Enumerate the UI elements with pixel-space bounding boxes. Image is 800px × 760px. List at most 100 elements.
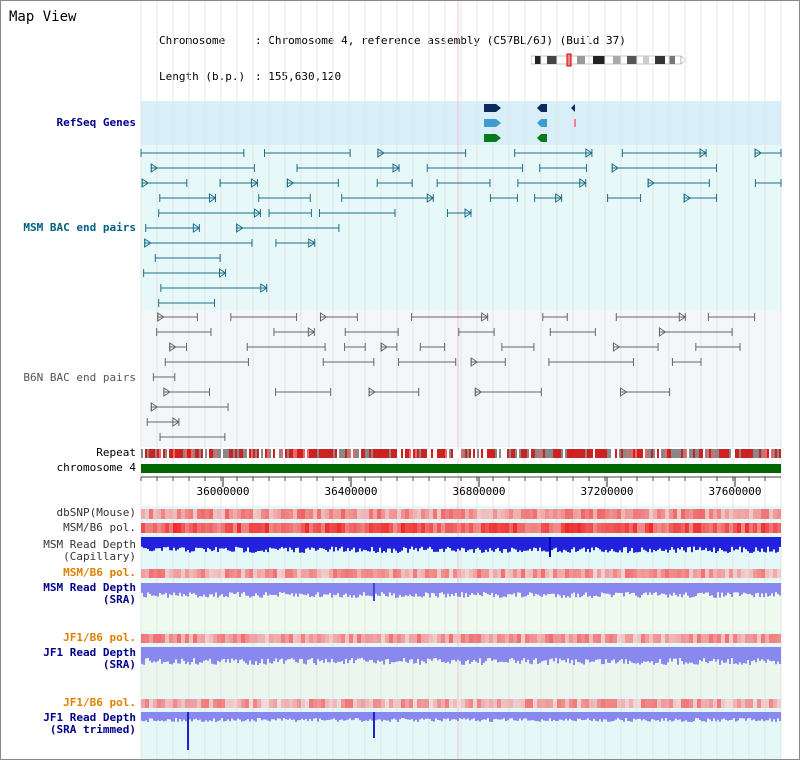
refseq-gene	[541, 134, 547, 142]
jf1-b6-pol-cell	[433, 634, 437, 643]
msm-b6-pol-cell	[465, 523, 469, 533]
msm-b6-pol-sra-cell	[753, 569, 757, 578]
jf1-sra-depth-bar	[329, 647, 331, 663]
msm-cap-depth-bar	[383, 537, 385, 552]
msm-b6-pol-sra-cell	[297, 569, 301, 578]
msm-sra-depth-bar	[709, 583, 711, 596]
jf1-sra-depth-bar	[457, 647, 459, 660]
jf1-trim-depth-bar	[653, 712, 655, 720]
jf1-trim-depth-bar	[497, 712, 499, 720]
msm-sra-depth-bar	[343, 583, 345, 595]
jf1-sra-depth-bar	[333, 647, 335, 663]
repeat-cell	[277, 449, 279, 458]
dbsnp-cell	[485, 509, 489, 519]
jf1-b6-pol-2-cell	[401, 699, 405, 708]
msm-cap-depth-bar	[695, 537, 697, 551]
jf1-trim-depth-bar	[587, 712, 589, 719]
repeat-cell	[511, 449, 513, 458]
jf1-b6-pol-2-cell	[525, 699, 529, 708]
repeat-cell	[183, 449, 185, 458]
msm-sra-depth-bar	[311, 583, 313, 597]
msm-cap-depth-bar	[345, 537, 347, 552]
jf1-sra-depth-bar	[353, 647, 355, 664]
b6n-bac-pair	[169, 342, 177, 352]
jf1-sra-depth-bar	[531, 647, 533, 665]
msm-cap-depth-bar	[169, 537, 171, 551]
msm-b6-pol-cell	[433, 523, 437, 533]
jf1-b6-pol-2-cell	[517, 699, 521, 708]
repeat-cell	[675, 449, 677, 458]
msm-cap-depth-bar	[755, 537, 757, 548]
msm-cap-depth-bar	[701, 537, 703, 551]
msm-bac-pair	[699, 148, 707, 158]
msm-cap-depth-bar	[403, 537, 405, 548]
repeat-cell	[503, 449, 505, 458]
msm-cap-depth-bar	[539, 537, 541, 548]
jf1-trim-depth-bar	[183, 712, 185, 720]
chromosome-ideogram[interactable]	[531, 53, 687, 67]
jf1-b6-pol-cell	[385, 634, 389, 643]
msm-sra-depth-bar	[387, 583, 389, 597]
msm-sra-depth-bar	[233, 583, 235, 594]
repeat-cell	[543, 449, 545, 458]
refseq-gene-arrow	[537, 134, 541, 142]
repeat-cell	[427, 449, 429, 458]
jf1-sra-depth-bar	[247, 647, 249, 665]
msm-sra-depth-bar	[541, 583, 543, 597]
dbsnp-cell	[441, 509, 445, 519]
b6n-bac-pair	[150, 402, 159, 412]
jf1-b6-pol-2-cell	[281, 699, 285, 708]
jf1-b6-pol-2-cell	[549, 699, 553, 708]
msm-sra-depth-bar	[295, 583, 297, 594]
dbsnp-cell	[197, 509, 201, 519]
msm-b6-pol-sra-cell	[321, 569, 325, 578]
jf1-trim-depth-bar	[215, 712, 217, 722]
repeat-cell	[365, 449, 367, 458]
jf1-b6-pol-2-cell	[777, 699, 781, 708]
jf1-b6-pol-cell	[501, 634, 505, 643]
jf1-trim-depth-bar	[329, 712, 331, 720]
msm-sra-depth-bar	[643, 583, 645, 594]
jf1-b6-pol-cell	[493, 634, 497, 643]
jf1-trim-depth-bar	[399, 712, 401, 720]
repeat-cell	[705, 449, 707, 458]
jf1-b6-pol-2-cell	[457, 699, 461, 708]
msm-sra-depth-bar	[743, 583, 745, 593]
jf1-trim-depth-bar	[339, 712, 341, 720]
jf1-sra-depth-bar	[141, 647, 143, 664]
refseq-gene	[541, 104, 547, 112]
jf1-sra-depth-bar	[257, 647, 259, 665]
jf1-b6-pol-cell	[557, 634, 561, 643]
jf1-sra-depth-bar	[423, 647, 425, 662]
msm-cap-depth-bar	[649, 537, 651, 549]
jf1-b6-pol-2-cell	[297, 699, 301, 708]
jf1-trim-depth-bar	[313, 712, 315, 719]
msm-sra-depth-bar	[165, 583, 167, 593]
jf1-b6-pol-cell	[729, 634, 733, 643]
msm-sra-depth-bar	[365, 583, 367, 596]
jf1-sra-depth-bar	[573, 647, 575, 665]
msm-sra-depth-bar	[555, 583, 557, 598]
msm-sra-depth-bar	[403, 583, 405, 597]
repeat-cell	[451, 449, 453, 458]
jf1-trim-depth-bar	[433, 712, 435, 722]
msm-sra-depth-bar	[521, 583, 523, 598]
jf1-sra-depth-bar	[541, 647, 543, 662]
msm-cap-depth-bar	[449, 537, 451, 549]
repeat-cell	[385, 449, 387, 458]
msm-sra-depth-bar	[323, 583, 325, 595]
msm-b6-pol-cell	[425, 523, 429, 533]
msm-cap-depth-bar	[587, 537, 589, 550]
msm-cap-depth-bar	[443, 537, 445, 552]
jf1-trim-depth-bar	[645, 712, 647, 721]
msm-b6-pol-sra-cell	[481, 569, 485, 578]
msm-cap-depth-bar	[699, 537, 701, 548]
msm-sra-depth-bar	[749, 583, 751, 594]
repeat-cell	[179, 449, 181, 458]
repeat-cell	[201, 449, 203, 458]
jf1-b6-pol-2-cell	[149, 699, 153, 708]
dbsnp-cell	[653, 509, 657, 519]
msm-cap-depth-bar	[417, 537, 419, 552]
msm-cap-depth-bar	[297, 537, 299, 548]
msm-cap-depth-bar	[213, 537, 215, 551]
